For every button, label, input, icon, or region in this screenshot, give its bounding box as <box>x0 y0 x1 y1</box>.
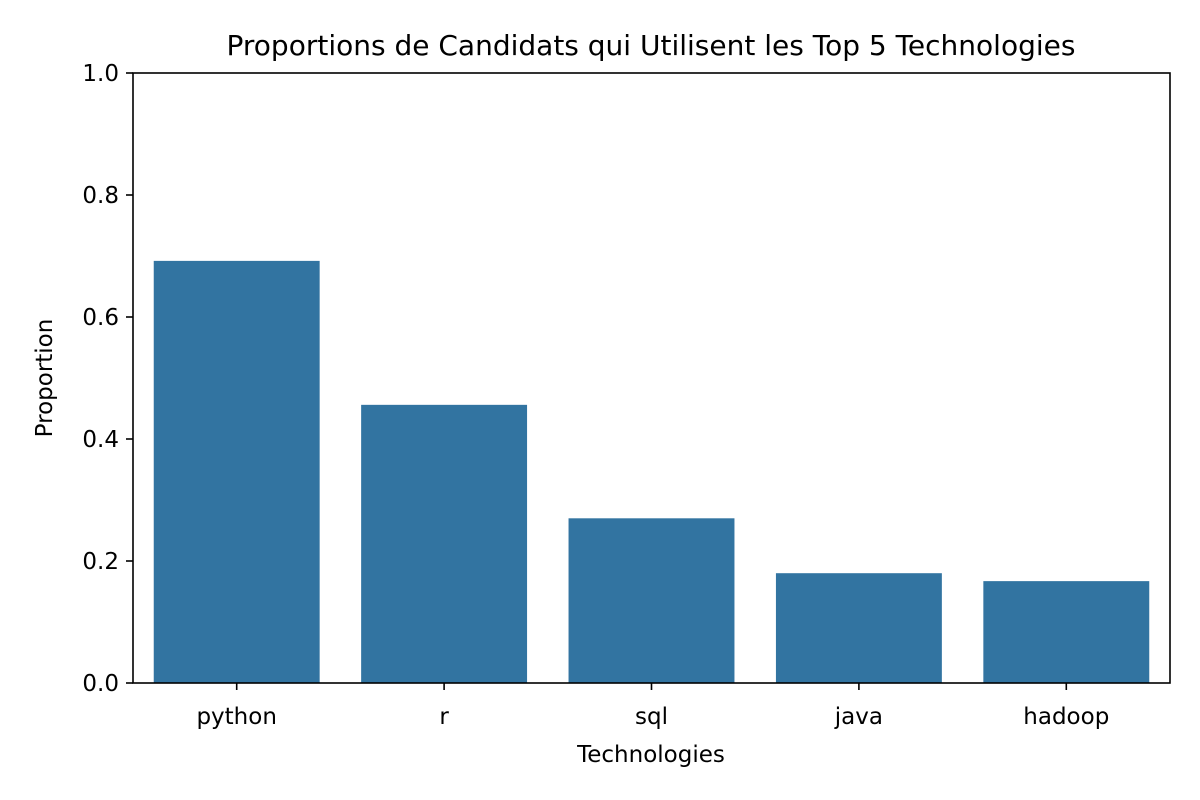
x-tick-label: python <box>196 704 276 730</box>
x-tick-label: sql <box>635 704 668 730</box>
y-tick-label: 0.4 <box>82 427 119 453</box>
x-tick-label: hadoop <box>1023 704 1109 730</box>
x-axis-title: Technologies <box>576 742 725 768</box>
x-tick-label: java <box>834 704 883 730</box>
y-tick-label: 0.0 <box>82 671 119 697</box>
bar-sql <box>568 518 735 683</box>
y-tick-label: 1.0 <box>82 61 119 87</box>
x-tick-label: r <box>439 704 449 730</box>
x-axis-ticks: python r sql java hadoop <box>196 683 1109 730</box>
y-tick-label: 0.2 <box>82 549 119 575</box>
y-tick-label: 0.8 <box>82 183 119 209</box>
bar-r <box>361 404 528 683</box>
y-tick-label: 0.6 <box>82 305 119 331</box>
bar-python <box>153 260 320 683</box>
y-axis-title: Proportion <box>32 319 58 438</box>
y-axis-ticks: 0.0 0.2 0.4 0.6 0.8 1.0 <box>82 61 133 697</box>
bar-hadoop <box>983 581 1150 683</box>
bar-java <box>775 573 942 683</box>
bars <box>153 260 1150 683</box>
chart-title: Proportions de Candidats qui Utilisent l… <box>227 29 1076 62</box>
